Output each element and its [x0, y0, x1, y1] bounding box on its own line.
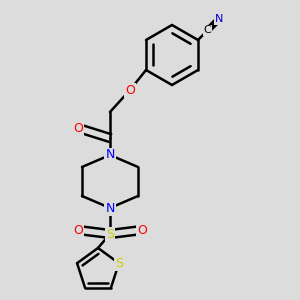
- Text: S: S: [106, 227, 114, 241]
- Text: N: N: [105, 202, 115, 214]
- Text: O: O: [137, 224, 147, 236]
- Text: C: C: [204, 26, 212, 35]
- Text: N: N: [215, 14, 224, 24]
- Text: S: S: [115, 257, 123, 270]
- Text: O: O: [73, 224, 83, 236]
- Text: O: O: [125, 83, 135, 97]
- Text: O: O: [73, 122, 83, 134]
- Text: N: N: [105, 148, 115, 161]
